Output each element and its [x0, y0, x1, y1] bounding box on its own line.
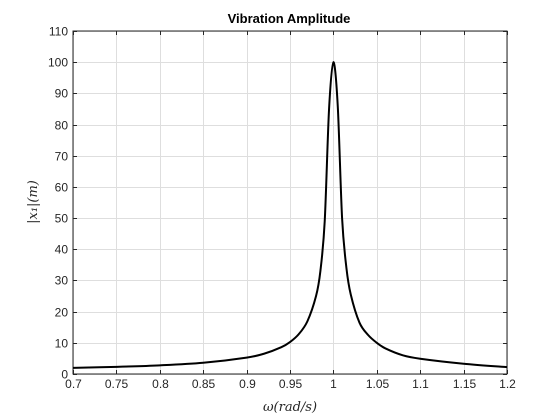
grid-lines	[73, 31, 508, 375]
y-tick-label: 100	[48, 56, 68, 70]
y-tick-label: 70	[55, 150, 69, 164]
chart-title: Vibration Amplitude	[228, 11, 351, 26]
y-tick-label: 0	[61, 368, 68, 382]
y-tick-label: 110	[49, 25, 68, 39]
y-tick-label: 30	[55, 274, 69, 288]
y-tick-label: 90	[55, 87, 69, 101]
y-tick-label: 10	[55, 337, 69, 351]
axis-ticks	[73, 31, 508, 375]
y-tick-labels: 0 10 20 30 40 50 60 70 80 90 100 110	[48, 25, 68, 382]
x-tick-label: 0.95	[279, 377, 303, 391]
y-tick-label: 80	[55, 119, 69, 133]
x-tick-label: 0.7	[65, 377, 82, 391]
y-tick-label: 40	[55, 243, 69, 257]
x-tick-label: 1.05	[366, 377, 390, 391]
x-tick-label: 0.85	[192, 377, 216, 391]
x-tick-label: 0.9	[239, 377, 256, 391]
x-tick-label: 0.8	[152, 377, 169, 391]
y-axis-label: |x₁|(m)	[26, 180, 41, 224]
x-tick-label: 1.1	[412, 377, 429, 391]
x-tick-label: 1.2	[499, 377, 516, 391]
amplitude-curve	[72, 61, 508, 369]
x-axis-label: ω(rad/s)	[263, 400, 317, 415]
x-tick-label: 1.15	[453, 377, 477, 391]
y-tick-label: 60	[55, 181, 69, 195]
x-tick-label: 0.75	[105, 377, 129, 391]
y-tick-label: 50	[55, 212, 69, 226]
y-tick-label: 20	[55, 306, 69, 320]
x-tick-labels: 0.7 0.75 0.8 0.85 0.9 0.95 1 1.05 1.1 1.15 1.2	[65, 377, 516, 391]
x-tick-label: 1	[330, 377, 337, 391]
